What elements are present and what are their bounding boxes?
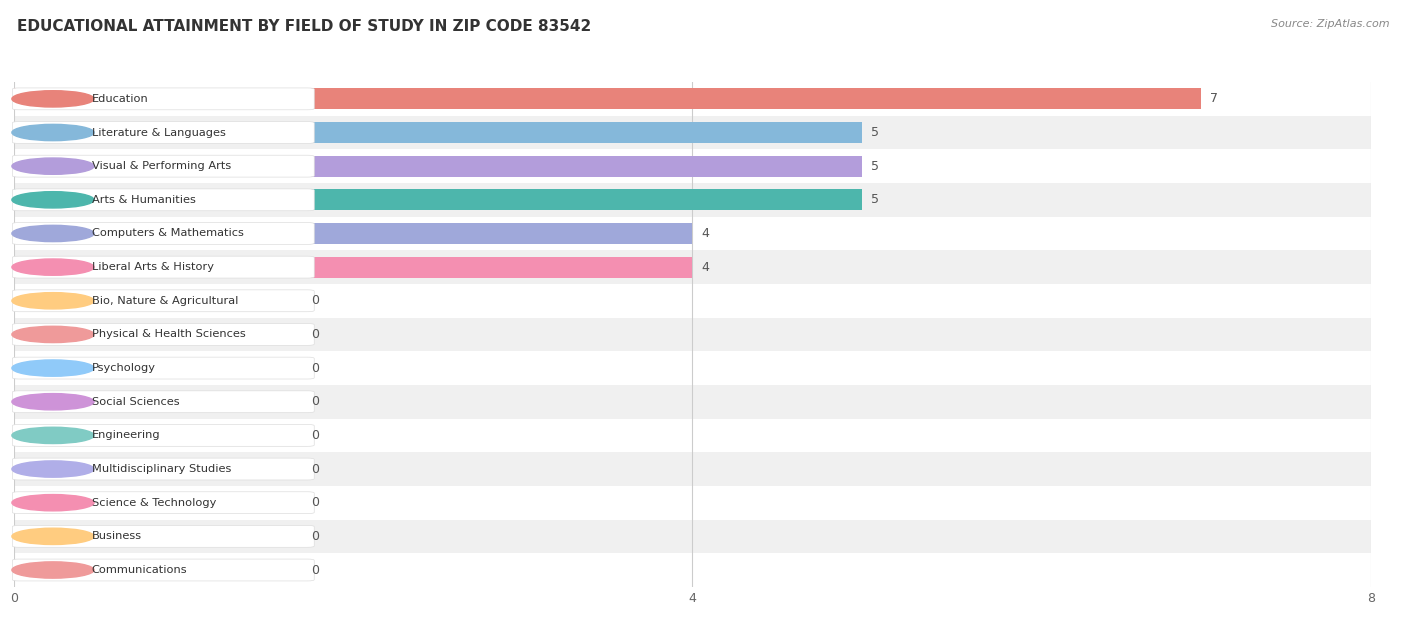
FancyBboxPatch shape bbox=[13, 425, 315, 446]
Text: Computers & Mathematics: Computers & Mathematics bbox=[91, 228, 243, 239]
Text: Bio, Nature & Agricultural: Bio, Nature & Agricultural bbox=[91, 296, 238, 306]
Circle shape bbox=[11, 360, 94, 376]
Text: Multidisciplinary Studies: Multidisciplinary Studies bbox=[91, 464, 231, 474]
Text: Social Sciences: Social Sciences bbox=[91, 397, 180, 407]
Circle shape bbox=[11, 259, 94, 275]
FancyBboxPatch shape bbox=[13, 458, 315, 480]
FancyBboxPatch shape bbox=[13, 189, 315, 211]
Circle shape bbox=[11, 158, 94, 174]
Text: Visual & Performing Arts: Visual & Performing Arts bbox=[91, 161, 231, 171]
FancyBboxPatch shape bbox=[13, 324, 315, 345]
Text: 0: 0 bbox=[311, 328, 319, 341]
FancyBboxPatch shape bbox=[13, 88, 315, 110]
Circle shape bbox=[11, 528, 94, 545]
FancyBboxPatch shape bbox=[13, 223, 315, 244]
Text: Communications: Communications bbox=[91, 565, 187, 575]
Text: Engineering: Engineering bbox=[91, 430, 160, 440]
Bar bbox=[14, 317, 1371, 351]
Text: Business: Business bbox=[91, 531, 142, 541]
Text: Literature & Languages: Literature & Languages bbox=[91, 127, 225, 138]
Bar bbox=[14, 553, 1371, 587]
Bar bbox=[14, 560, 302, 581]
Circle shape bbox=[11, 192, 94, 208]
Text: Psychology: Psychology bbox=[91, 363, 156, 373]
Text: 5: 5 bbox=[870, 126, 879, 139]
Bar bbox=[14, 385, 1371, 418]
Bar bbox=[14, 284, 1371, 317]
Bar bbox=[14, 492, 302, 513]
Bar bbox=[14, 223, 692, 244]
Text: 0: 0 bbox=[311, 496, 319, 509]
Circle shape bbox=[11, 394, 94, 410]
Text: Liberal Arts & History: Liberal Arts & History bbox=[91, 262, 214, 272]
Bar bbox=[14, 358, 302, 379]
Bar bbox=[14, 459, 302, 480]
Text: 5: 5 bbox=[870, 193, 879, 206]
Bar bbox=[14, 526, 302, 547]
FancyBboxPatch shape bbox=[13, 256, 315, 278]
FancyBboxPatch shape bbox=[13, 492, 315, 514]
Circle shape bbox=[11, 225, 94, 242]
Bar bbox=[14, 257, 692, 278]
Text: Science & Technology: Science & Technology bbox=[91, 498, 217, 508]
Text: 4: 4 bbox=[702, 227, 709, 240]
Bar bbox=[14, 324, 302, 345]
FancyBboxPatch shape bbox=[13, 357, 315, 379]
Bar bbox=[14, 519, 1371, 553]
Text: 0: 0 bbox=[311, 395, 319, 408]
Bar bbox=[14, 183, 1371, 216]
Bar bbox=[14, 189, 862, 210]
Text: 0: 0 bbox=[311, 429, 319, 442]
Bar bbox=[14, 156, 862, 177]
Text: 0: 0 bbox=[311, 362, 319, 375]
Circle shape bbox=[11, 461, 94, 477]
FancyBboxPatch shape bbox=[13, 559, 315, 581]
Circle shape bbox=[11, 293, 94, 309]
Bar bbox=[14, 150, 1371, 183]
Bar bbox=[14, 290, 302, 311]
Bar bbox=[14, 452, 1371, 486]
Text: 0: 0 bbox=[311, 563, 319, 577]
Bar bbox=[14, 351, 1371, 385]
Text: 0: 0 bbox=[311, 463, 319, 476]
Text: EDUCATIONAL ATTAINMENT BY FIELD OF STUDY IN ZIP CODE 83542: EDUCATIONAL ATTAINMENT BY FIELD OF STUDY… bbox=[17, 19, 591, 34]
Text: 0: 0 bbox=[311, 530, 319, 543]
Bar bbox=[14, 391, 302, 412]
Circle shape bbox=[11, 562, 94, 578]
Text: Physical & Health Sciences: Physical & Health Sciences bbox=[91, 329, 246, 339]
FancyBboxPatch shape bbox=[13, 290, 315, 312]
Bar bbox=[14, 122, 862, 143]
Bar bbox=[14, 82, 1371, 115]
Bar bbox=[14, 486, 1371, 519]
Bar bbox=[14, 115, 1371, 150]
FancyBboxPatch shape bbox=[13, 391, 315, 413]
Bar bbox=[14, 88, 1201, 109]
Text: Source: ZipAtlas.com: Source: ZipAtlas.com bbox=[1271, 19, 1389, 29]
Text: Arts & Humanities: Arts & Humanities bbox=[91, 195, 195, 205]
Text: Education: Education bbox=[91, 94, 149, 104]
Circle shape bbox=[11, 495, 94, 511]
Text: 4: 4 bbox=[702, 261, 709, 274]
Circle shape bbox=[11, 124, 94, 141]
Circle shape bbox=[11, 326, 94, 343]
Bar bbox=[14, 418, 1371, 452]
Bar bbox=[14, 216, 1371, 251]
Circle shape bbox=[11, 91, 94, 107]
Text: 0: 0 bbox=[311, 294, 319, 307]
Text: 5: 5 bbox=[870, 160, 879, 173]
Text: 7: 7 bbox=[1209, 92, 1218, 105]
Bar bbox=[14, 425, 302, 446]
FancyBboxPatch shape bbox=[13, 122, 315, 143]
Circle shape bbox=[11, 427, 94, 444]
FancyBboxPatch shape bbox=[13, 526, 315, 547]
FancyBboxPatch shape bbox=[13, 155, 315, 177]
Bar bbox=[14, 251, 1371, 284]
